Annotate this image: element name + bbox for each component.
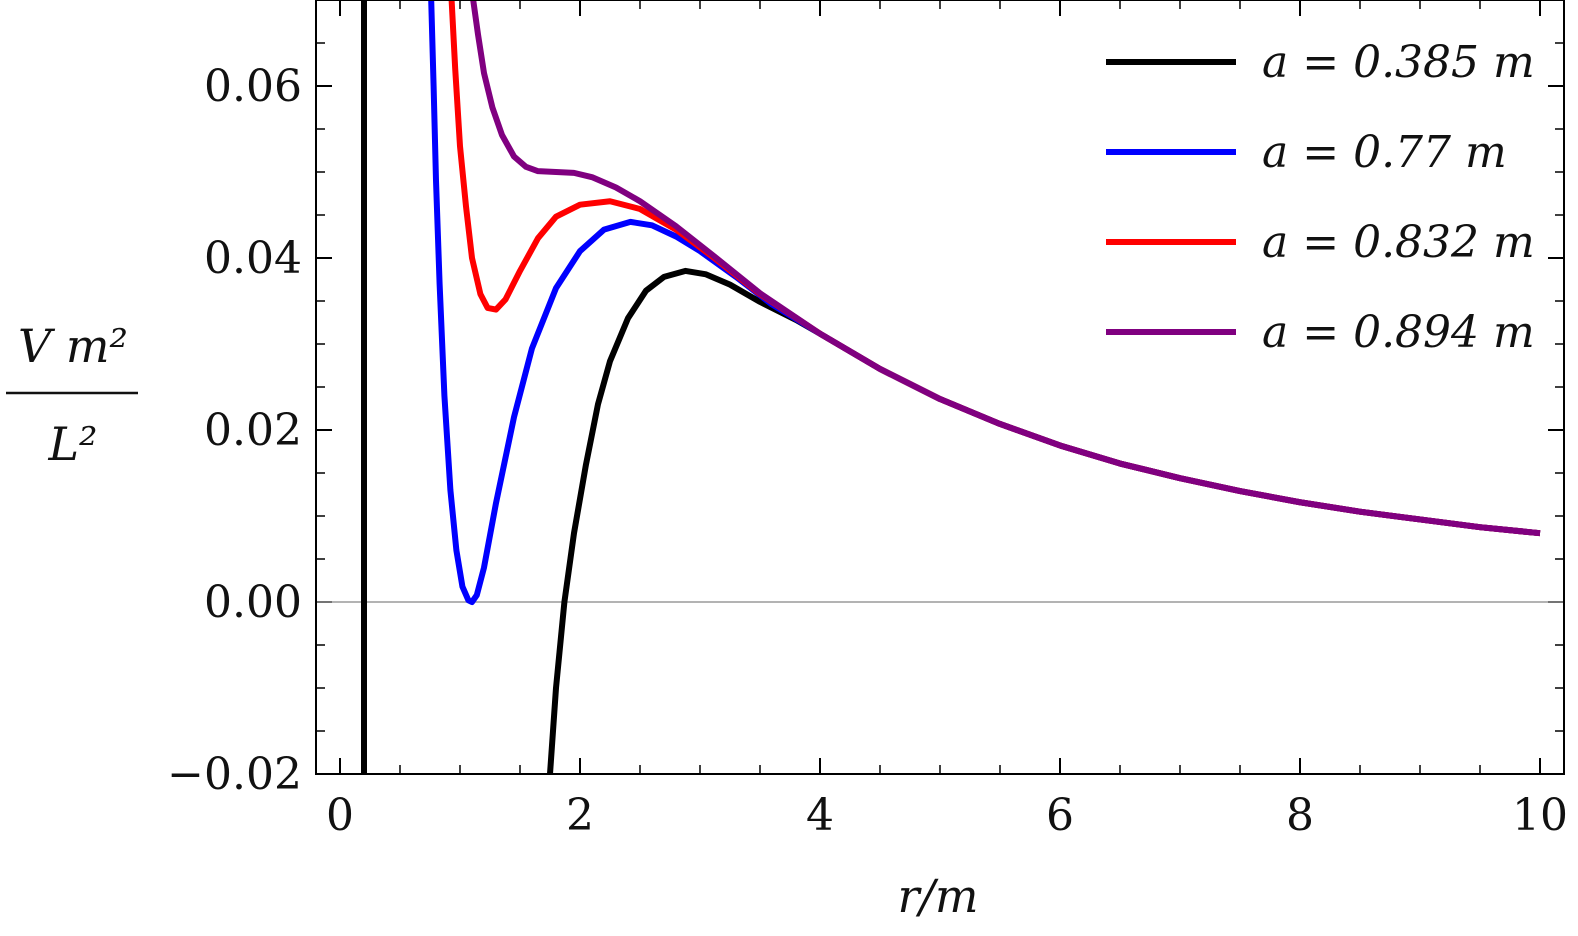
x-tick-label: 2 [566, 790, 594, 841]
ticks-layer: 0 2 4 6 8 10 −0.02 0.00 0.02 0.04 0.06 [167, 0, 1568, 841]
x-tick-label: 4 [806, 790, 834, 841]
x-tick-label: 0 [326, 790, 354, 841]
series-layer [361, 0, 1541, 774]
series-line-3 [470, 0, 1541, 537]
y-tick-label: 0.02 [204, 405, 302, 456]
x-tick-label: 6 [1046, 790, 1074, 841]
legend-label-0: a = 0.385 m [1262, 37, 1535, 88]
y-tick-label: −0.02 [167, 749, 302, 800]
y-axis-label: V m² L² [6, 319, 138, 471]
legend-label-2: a = 0.832 m [1262, 217, 1535, 268]
y-tick-label: 0.04 [204, 233, 302, 284]
y-axis-label-denominator: L² [48, 417, 98, 471]
x-tick-label: 10 [1512, 790, 1568, 841]
plot-frame [315, 0, 1565, 775]
x-axis-label: r/m [897, 869, 978, 923]
legend-label-1: a = 0.77 m [1262, 127, 1507, 178]
x-tick-label: 8 [1286, 790, 1314, 841]
legend: a = 0.385 m a = 0.77 m a = 0.832 m a = 0.89… [1106, 37, 1535, 358]
y-tick-label: 0.06 [204, 61, 302, 112]
y-axis-label-numerator: V m² [18, 319, 128, 373]
legend-label-3: a = 0.894 m [1262, 307, 1535, 358]
y-tick-label: 0.00 [204, 577, 302, 628]
series-line-0 [361, 0, 1541, 774]
